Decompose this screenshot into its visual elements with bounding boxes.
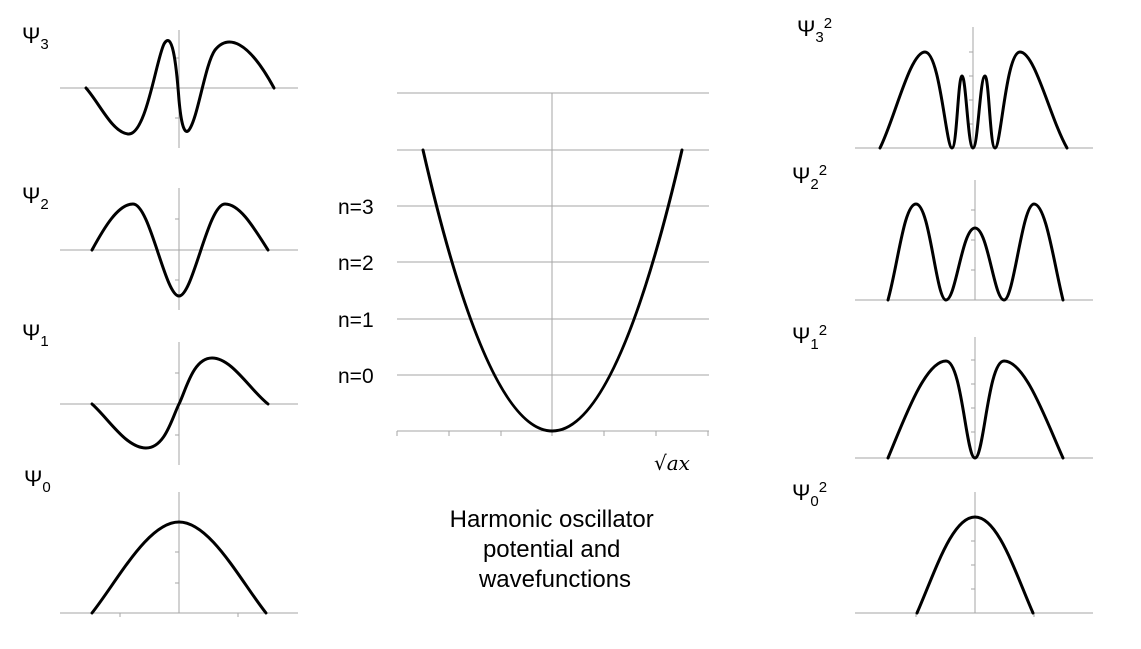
caption-line-1: Harmonic oscillator [450,506,654,533]
psi1-label: Ψ1 [22,320,49,350]
psi0sq-label: Ψ02 [792,479,827,510]
psi0-curve [90,520,268,615]
psi1-curve [90,356,270,450]
psi1-ticks [175,372,179,436]
psi0sq-panel: Ψ02 [792,479,1093,617]
psi2sq-ticks [971,209,975,271]
psi1-panel: Ψ1 [22,320,298,465]
psi1sq-label: Ψ12 [792,322,827,353]
psi2sq-curve [886,202,1065,302]
psi2-label: Ψ2 [22,183,49,213]
potential-parabola [421,148,684,433]
psi2-ticks [175,218,179,281]
psi3sq-ticks [969,51,973,125]
psi3sq-panel: Ψ32 [797,15,1093,150]
psi1sq-ticks [971,359,975,433]
psi3sq-label: Ψ32 [797,15,832,46]
psi1sq-panel: Ψ12 [792,322,1093,460]
x-axis-label: √ax [654,451,690,475]
caption: Harmonic oscillator potential and wavefu… [450,506,661,593]
psi3sq-curve [878,50,1069,150]
psi2sq-panel: Ψ22 [792,162,1093,302]
psi3-label: Ψ3 [22,23,49,53]
psi0-panel: Ψ0 [24,466,298,617]
level-label-n2: n=2 [338,252,374,275]
level-label-n1: n=1 [338,309,374,332]
caption-line-3: wavefunctions [478,566,631,593]
potential-panel: n=3 n=2 n=1 n=0 √ax Harmonic oscillator … [338,92,709,593]
psi0sq-curve [915,515,1035,615]
psi0-label: Ψ0 [24,466,51,496]
level-label-n3: n=3 [338,196,374,219]
psi1sq-curve [886,359,1065,460]
level-label-n0: n=0 [338,365,374,388]
psi2-panel: Ψ2 [22,183,298,310]
psi2sq-label: Ψ22 [792,162,827,193]
energy-gridlines [397,92,709,432]
caption-line-2: potential and [483,536,620,563]
psi3-panel: Ψ3 [22,23,298,148]
psi3-curve [84,39,276,136]
psi2-curve [90,202,270,298]
